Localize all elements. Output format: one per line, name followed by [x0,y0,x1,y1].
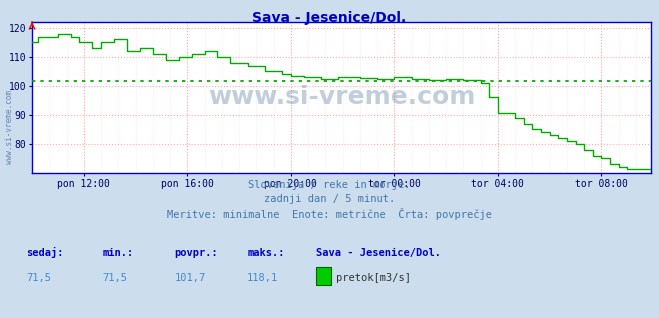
Text: 71,5: 71,5 [102,273,127,283]
Text: sedaj:: sedaj: [26,247,64,258]
Text: www.si-vreme.com: www.si-vreme.com [5,90,14,164]
Text: min.:: min.: [102,248,133,258]
Text: www.si-vreme.com: www.si-vreme.com [208,86,475,109]
Text: 71,5: 71,5 [26,273,51,283]
Text: Slovenija / reke in morje.: Slovenija / reke in morje. [248,180,411,190]
Text: 118,1: 118,1 [247,273,278,283]
Text: Meritve: minimalne  Enote: metrične  Črta: povprečje: Meritve: minimalne Enote: metrične Črta:… [167,208,492,220]
Text: povpr.:: povpr.: [175,248,218,258]
Text: zadnji dan / 5 minut.: zadnji dan / 5 minut. [264,194,395,204]
Text: maks.:: maks.: [247,248,285,258]
Text: 101,7: 101,7 [175,273,206,283]
Text: Sava - Jesenice/Dol.: Sava - Jesenice/Dol. [252,11,407,25]
Text: pretok[m3/s]: pretok[m3/s] [336,273,411,283]
Text: Sava - Jesenice/Dol.: Sava - Jesenice/Dol. [316,248,442,258]
